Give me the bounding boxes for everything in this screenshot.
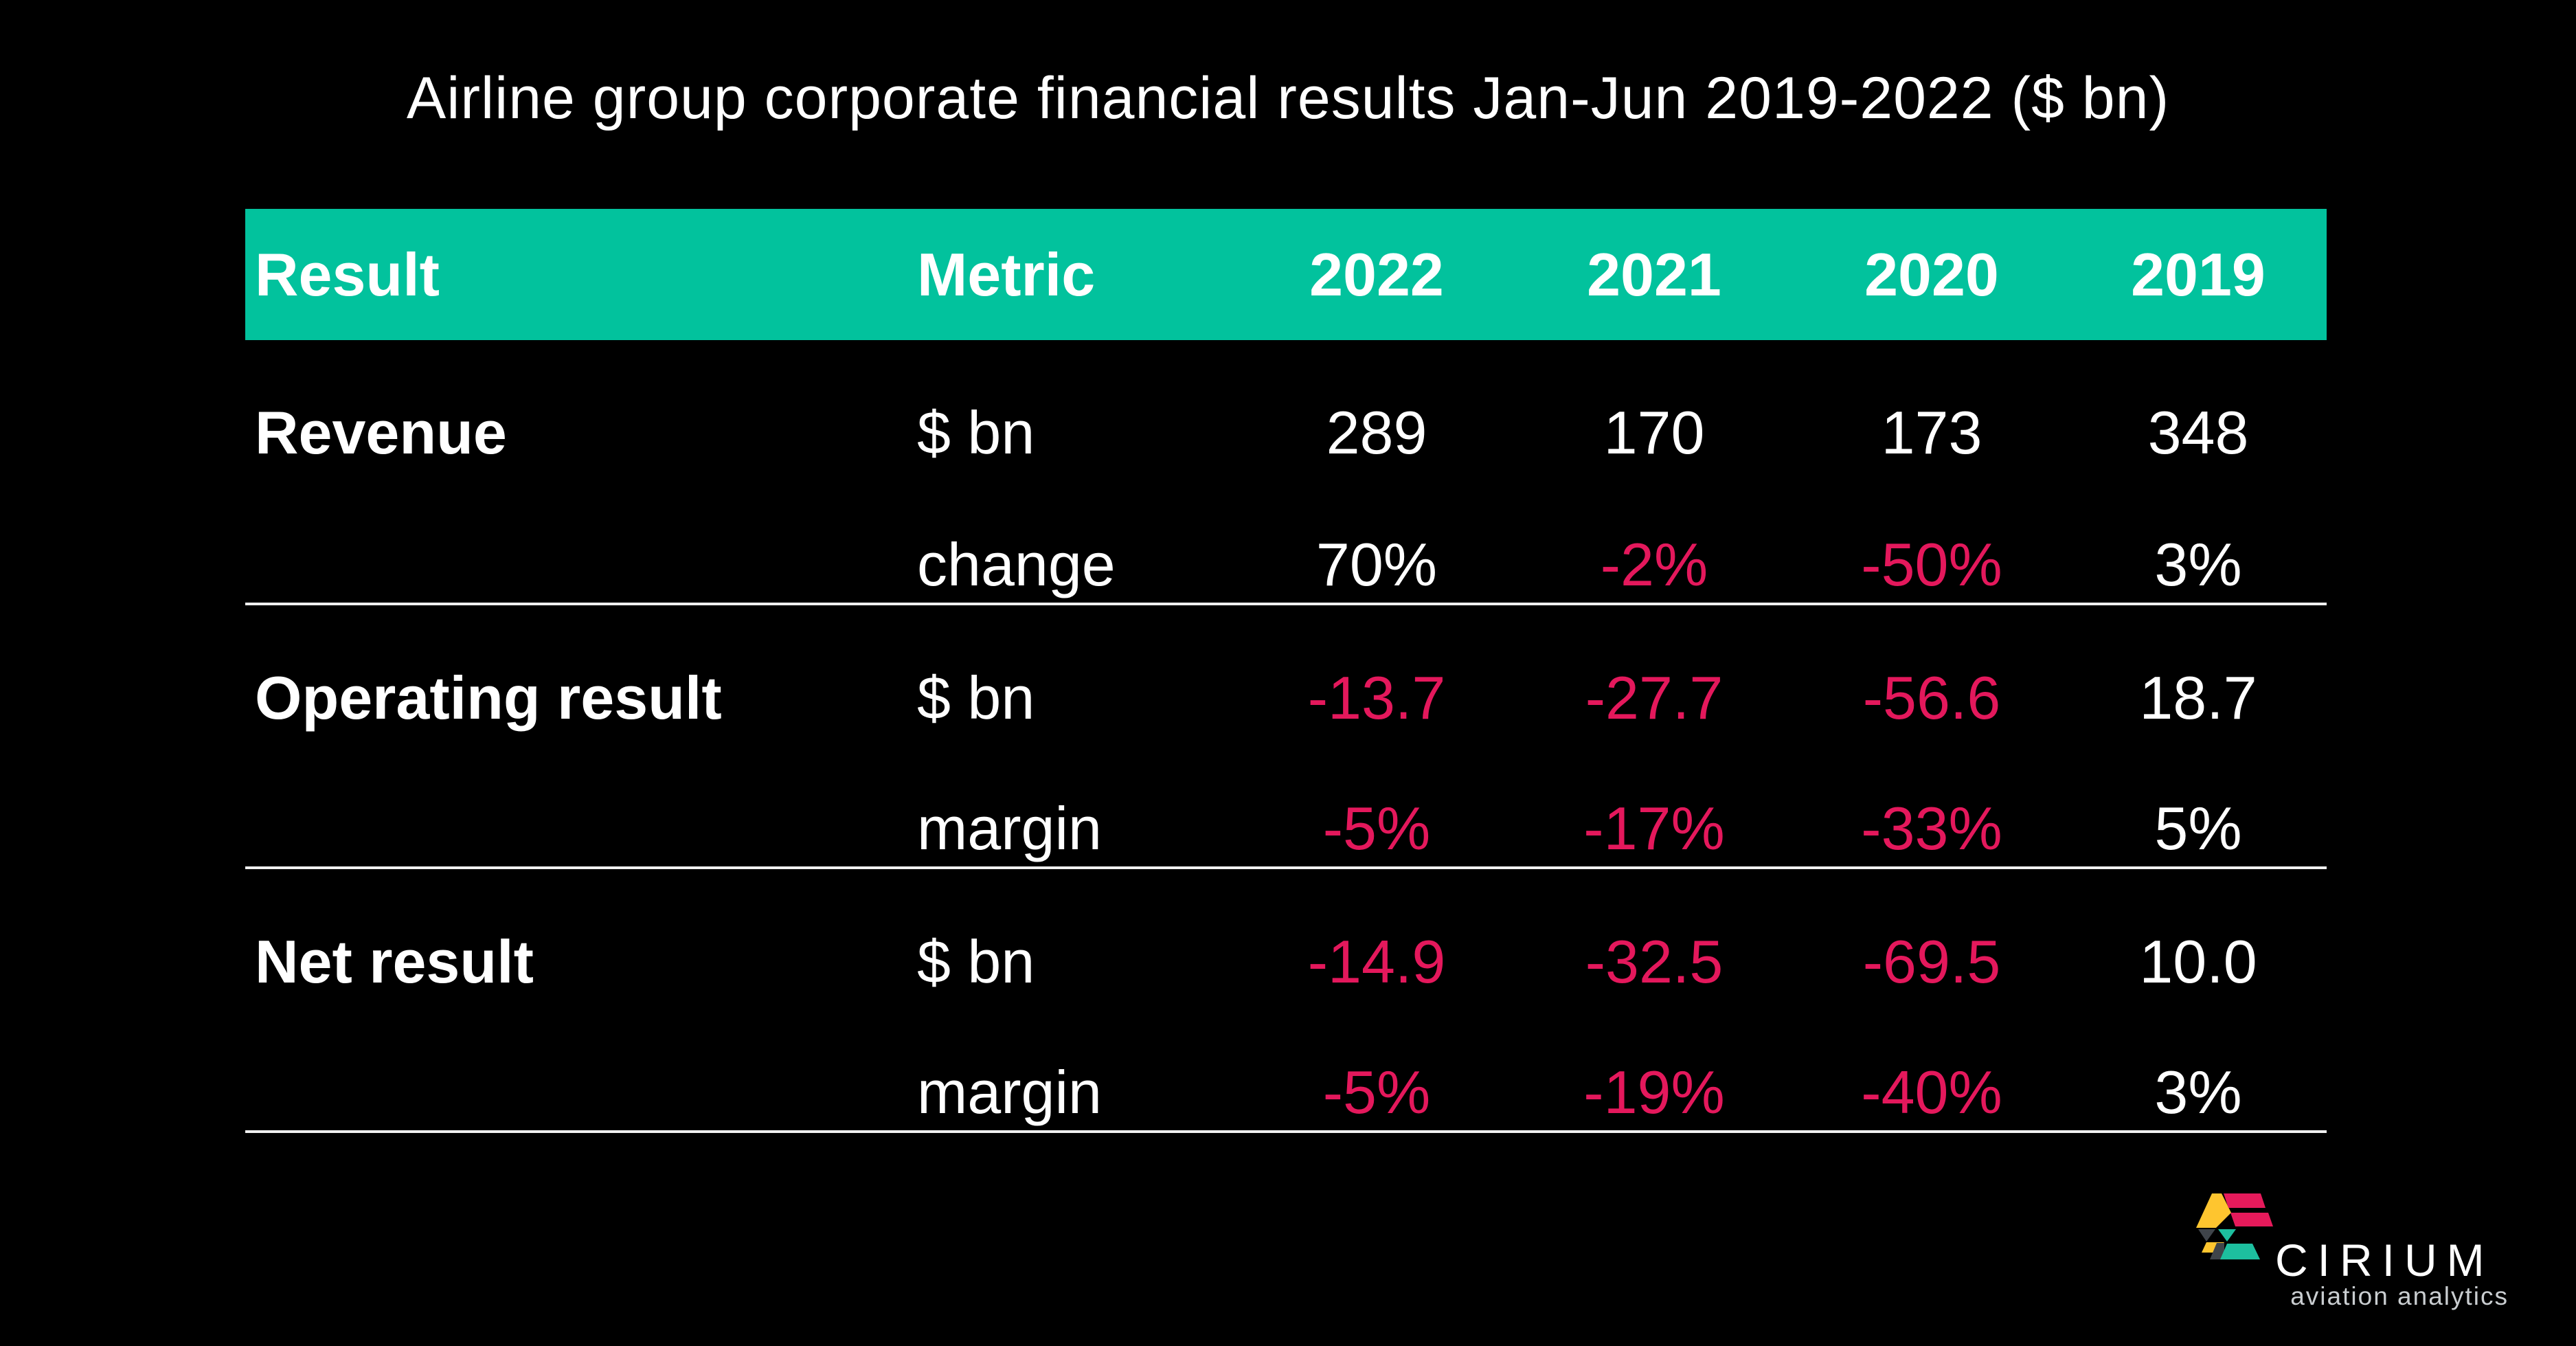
cirium-tagline: aviation analytics bbox=[2290, 1282, 2509, 1310]
table-row-net-bn: Net result $ bn -14.9 -32.5 -69.5 10.0 bbox=[245, 868, 2327, 1000]
logo-pink-stripe-top bbox=[2224, 1193, 2266, 1208]
value-cell: -32.5 bbox=[1585, 928, 1724, 996]
table-header: Result Metric 2022 2021 2020 2019 bbox=[245, 209, 2327, 340]
financial-results-table: Result Metric 2022 2021 2020 2019 Revenu… bbox=[245, 209, 2327, 1133]
metric-label: change bbox=[916, 472, 1239, 605]
value-cell: 18.7 bbox=[2139, 664, 2257, 732]
value-cell: 173 bbox=[1881, 399, 1982, 467]
value-cell: -2% bbox=[1515, 472, 1794, 605]
value-cell: -19% bbox=[1515, 1000, 1794, 1133]
value-cell: 3% bbox=[2070, 1000, 2327, 1133]
table-row-operating-bn: Operating result $ bn -13.7 -27.7 -56.6 … bbox=[245, 604, 2327, 736]
cirium-logo-icon bbox=[2196, 1193, 2273, 1259]
metric-label: $ bn bbox=[917, 928, 1035, 996]
header-row: Result Metric 2022 2021 2020 2019 bbox=[245, 209, 2327, 340]
logo-teal-trapezoid bbox=[2220, 1244, 2260, 1259]
value-cell: 5% bbox=[2070, 736, 2327, 869]
result-label bbox=[245, 472, 916, 605]
logo-pink-stripe-bottom bbox=[2230, 1213, 2273, 1226]
column-header-result: Result bbox=[245, 209, 916, 340]
result-label: Revenue bbox=[255, 399, 507, 467]
cirium-wordmark: CIRIUM bbox=[2275, 1235, 2494, 1286]
table-body: Revenue $ bn 289 170 173 348 change 70% … bbox=[245, 340, 2327, 1133]
metric-label: $ bn bbox=[917, 399, 1035, 467]
value-cell: 70% bbox=[1239, 472, 1515, 605]
value-cell: -40% bbox=[1794, 1000, 2070, 1133]
value-cell: 289 bbox=[1326, 399, 1427, 467]
value-cell: 170 bbox=[1603, 399, 1705, 467]
value-cell: -5% bbox=[1239, 1000, 1515, 1133]
value-cell: -14.9 bbox=[1307, 928, 1446, 996]
column-header-2021: 2021 bbox=[1515, 209, 1794, 340]
result-label bbox=[245, 1000, 916, 1133]
value-cell: -5% bbox=[1239, 736, 1515, 869]
value-cell: -69.5 bbox=[1862, 928, 2001, 996]
value-cell: -17% bbox=[1515, 736, 1794, 869]
column-header-2019: 2019 bbox=[2070, 209, 2327, 340]
result-label bbox=[245, 736, 916, 869]
value-cell: -27.7 bbox=[1585, 664, 1724, 732]
value-cell: 3% bbox=[2070, 472, 2327, 605]
metric-label: margin bbox=[916, 1000, 1239, 1133]
logo-gray-triangle-bottom bbox=[2210, 1243, 2224, 1259]
table-row-revenue-change: change 70% -2% -50% 3% bbox=[245, 472, 2327, 605]
logo-gray-triangle-left bbox=[2198, 1229, 2215, 1242]
table-row-revenue-bn: Revenue $ bn 289 170 173 348 bbox=[245, 340, 2327, 472]
value-cell: -50% bbox=[1794, 472, 2070, 605]
page-title: Airline group corporate financial result… bbox=[406, 65, 2170, 131]
column-header-2022: 2022 bbox=[1239, 209, 1515, 340]
result-label: Operating result bbox=[255, 664, 722, 732]
column-header-metric: Metric bbox=[916, 209, 1239, 340]
logo-teal-triangle bbox=[2218, 1229, 2236, 1242]
logo-yellow-band bbox=[2196, 1193, 2231, 1228]
table-row-operating-margin: margin -5% -17% -33% 5% bbox=[245, 736, 2327, 869]
value-cell: 348 bbox=[2147, 399, 2249, 467]
metric-label: $ bn bbox=[917, 664, 1035, 732]
value-cell: 10.0 bbox=[2139, 928, 2257, 996]
table-row-net-margin: margin -5% -19% -40% 3% bbox=[245, 1000, 2327, 1133]
value-cell: -33% bbox=[1794, 736, 2070, 869]
value-cell: -56.6 bbox=[1862, 664, 2001, 732]
result-label: Net result bbox=[255, 928, 534, 996]
value-cell: -13.7 bbox=[1307, 664, 1446, 732]
column-header-2020: 2020 bbox=[1794, 209, 2070, 340]
metric-label: margin bbox=[916, 736, 1239, 869]
